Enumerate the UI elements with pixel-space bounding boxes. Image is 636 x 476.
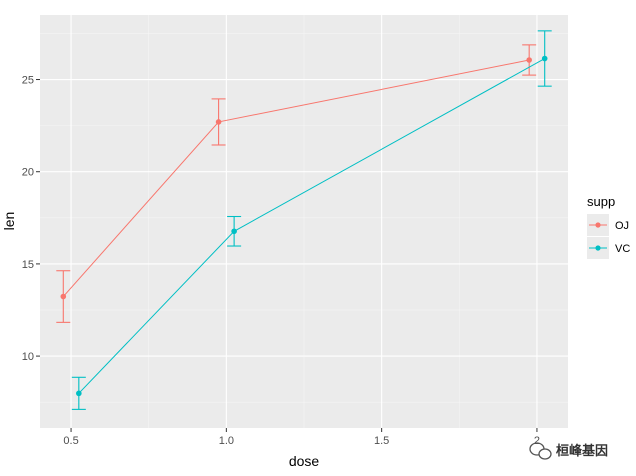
data-point-oj	[60, 293, 67, 300]
x-tick-label: 1.5	[374, 435, 389, 447]
axis-ticks	[36, 79, 538, 432]
y-tick-label: 10	[22, 351, 34, 363]
wechat-icon	[529, 442, 552, 460]
tick-labels: 0.5 1.0 1.5 2 10 15 20 25	[22, 75, 540, 447]
y-tick-label: 20	[22, 167, 34, 179]
data-point-oj	[526, 57, 532, 63]
y-tick-label: 25	[22, 75, 34, 87]
data-point-vc	[76, 390, 82, 397]
data-point-vc	[541, 55, 548, 62]
data-points	[60, 55, 548, 397]
x-tick-label: 2	[534, 435, 540, 447]
legend: supp OJ VC	[587, 194, 630, 259]
legend-title: supp	[587, 194, 615, 209]
legend-item-vc: VC	[587, 237, 630, 259]
y-axis-title: len	[1, 212, 17, 231]
legend-item-oj: OJ	[587, 214, 629, 236]
watermark: 桓峰基因	[529, 442, 608, 460]
data-point-oj	[215, 119, 222, 125]
x-tick-label: 0.5	[63, 435, 78, 447]
x-tick-label: 1.0	[219, 435, 234, 447]
legend-label: VC	[615, 243, 630, 255]
y-tick-label: 15	[22, 259, 34, 271]
legend-key-point	[595, 245, 601, 251]
major-gridlines	[40, 15, 568, 428]
data-point-vc	[231, 228, 237, 235]
minor-gridlines	[40, 15, 568, 428]
watermark-text: 桓峰基因	[556, 443, 608, 458]
x-axis-title: dose	[289, 453, 320, 469]
error-bars	[56, 30, 552, 410]
legend-label: OJ	[615, 220, 629, 232]
legend-key-point	[595, 222, 601, 228]
